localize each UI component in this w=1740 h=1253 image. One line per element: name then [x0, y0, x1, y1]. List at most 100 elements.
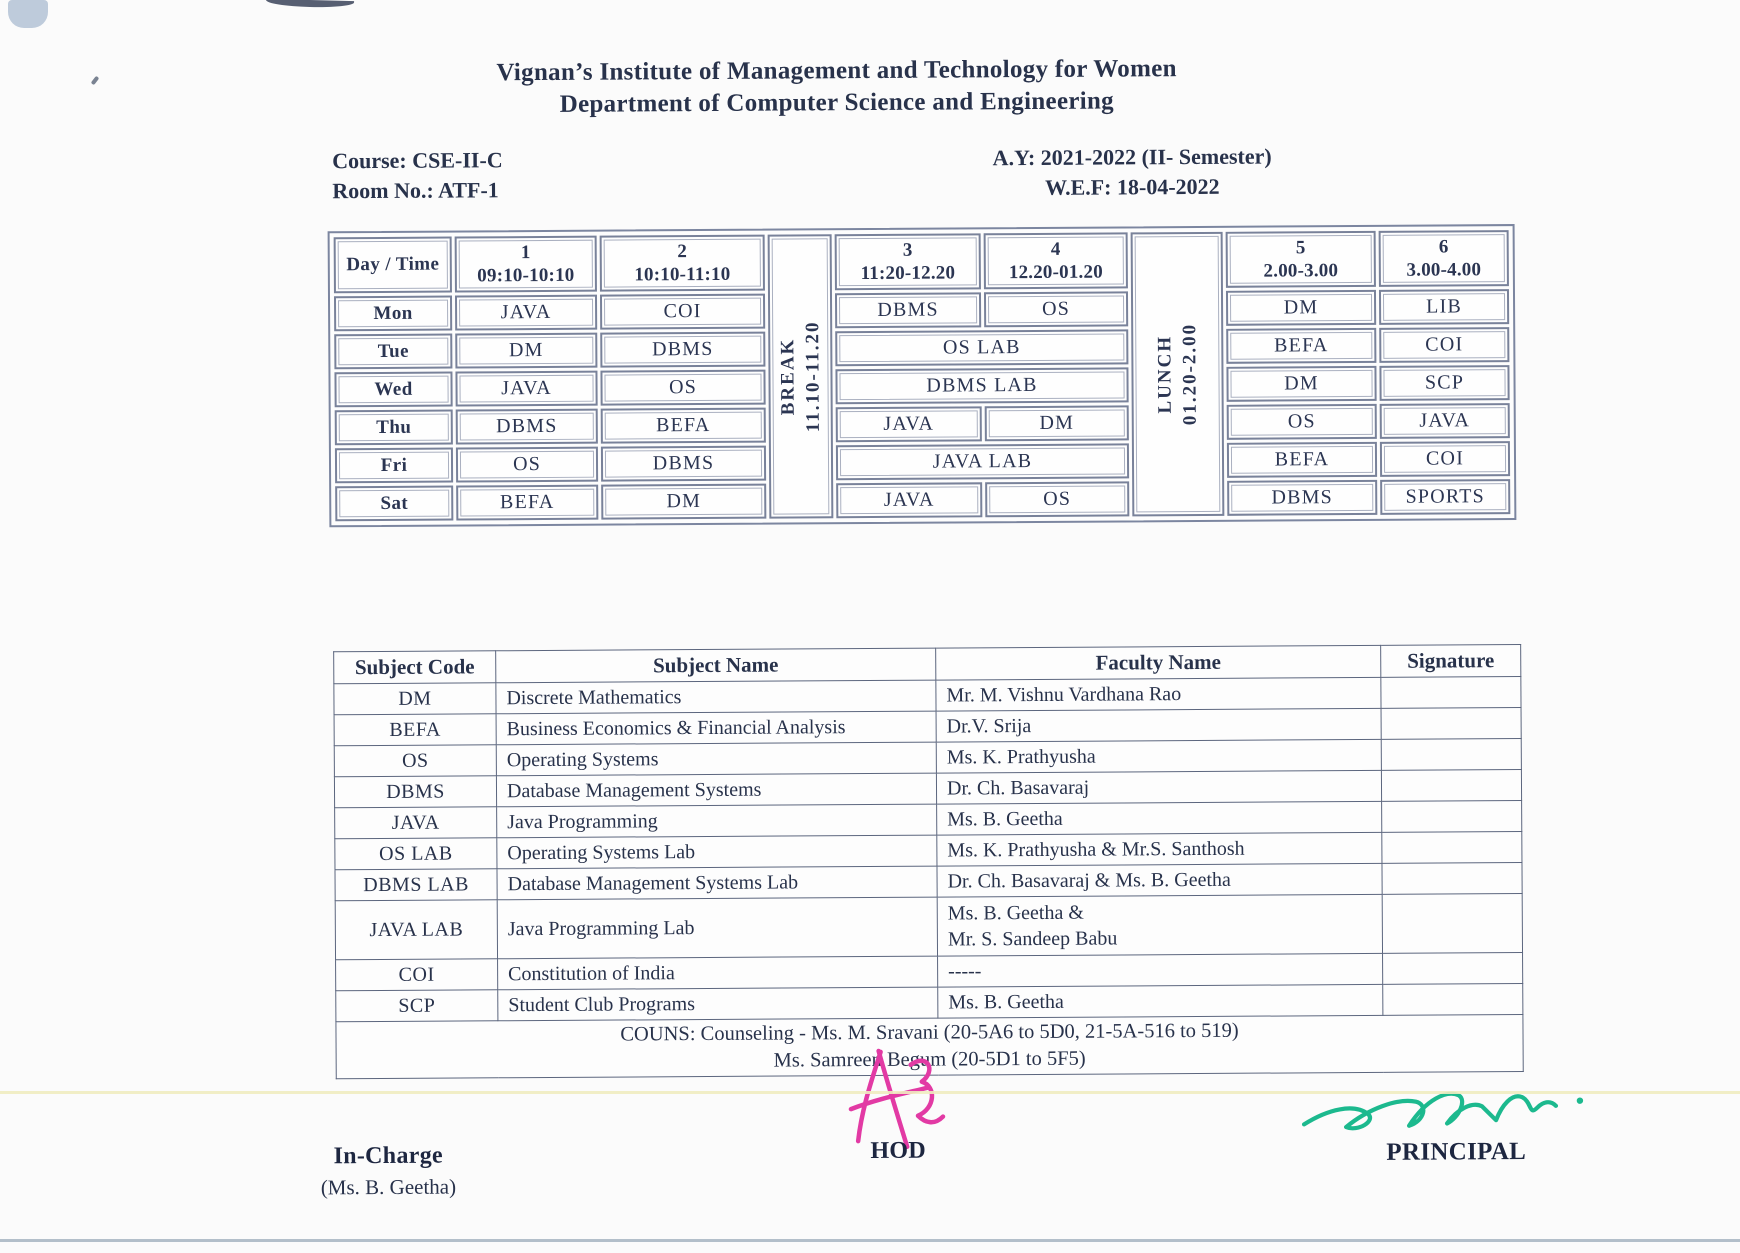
subject-name: Database Management Systems — [496, 773, 937, 807]
period-time: 12.20-01.20 — [1008, 261, 1103, 284]
faculty-name: Ms. B. Geetha — [936, 801, 1382, 836]
subject-code: BEFA — [334, 713, 497, 746]
timetable-cell: DBMS — [1227, 479, 1378, 516]
period-header-1: 1 09:10-10:10 — [454, 235, 597, 293]
signature-cell — [1381, 862, 1523, 895]
timetable-cell: OS — [985, 481, 1130, 518]
principal-label: PRINCIPAL — [1386, 1138, 1527, 1166]
period-header-3: 3 11:20-12.20 — [834, 233, 981, 291]
faculty-name: Ms. K. Prathyusha & Mr.S. Santhosh — [936, 832, 1382, 867]
subject-name: Operating Systems — [496, 742, 937, 776]
timetable-cell: JAVA — [1379, 403, 1510, 439]
principal-signature — [1301, 1091, 1584, 1131]
period-num: 2 — [677, 241, 688, 263]
signature-cell — [1381, 831, 1522, 864]
ay-label: A.Y: 2021-2022 (II- Semester) — [992, 143, 1272, 171]
col-header-subject-name: Subject Name — [495, 648, 936, 683]
subject-code: DBMS LAB — [334, 868, 498, 901]
signature-cell — [1382, 952, 1523, 985]
day-label: Sat — [335, 485, 454, 522]
timetable-cell: BEFA — [1226, 441, 1378, 478]
subject-name: Business Economics & Financial Analysis — [496, 711, 937, 745]
wef-label: W.E.F: 18-04-2022 — [1044, 173, 1220, 200]
timetable-cell: SCP — [1379, 365, 1510, 401]
period-time: 09:10-10:10 — [477, 264, 575, 287]
break-label: BREAK — [777, 337, 799, 416]
day-label: Tue — [334, 333, 453, 370]
timetable-cell: JAVA — [455, 370, 598, 407]
timetable-cell: COI — [599, 293, 766, 330]
period-time: 10:10-11:10 — [634, 263, 731, 286]
day-label: Wed — [334, 371, 453, 408]
timetable-cell: JAVA — [835, 406, 982, 443]
hod-label: HOD — [870, 1137, 927, 1165]
timetable-cell: OS — [1226, 403, 1377, 440]
subject-name: Operating Systems Lab — [496, 835, 937, 869]
counseling-line2: Ms. Samreen Begum (20-5D1 to 5F5) — [773, 1047, 1086, 1072]
subject-name: Java Programming — [496, 804, 937, 838]
day-time-header: Day / Time — [333, 236, 452, 294]
break-text: BREAK 11.10-11.20 — [775, 320, 826, 432]
timetable-cell: COI — [1379, 441, 1511, 477]
timetable-cell: BEFA — [456, 484, 599, 521]
subject-code: OS — [334, 744, 497, 777]
institute-title: Vignan’s Institute of Management and Tec… — [496, 55, 1177, 87]
period-header-6: 6 3.00-4.00 — [1378, 230, 1509, 287]
faculty-name-line2: Mr. S. Sandeep Babu — [947, 927, 1118, 951]
subject-code: JAVA — [334, 806, 497, 839]
subject-code: SCP — [335, 989, 498, 1022]
period-num: 5 — [1295, 237, 1306, 259]
signature-cell — [1382, 983, 1523, 1016]
col-header-subject-code: Subject Code — [333, 650, 496, 684]
timetable-cell: DM — [984, 405, 1129, 442]
break-column: BREAK 11.10-11.20 — [767, 234, 834, 519]
lunch-column: LUNCH 01.20-2.00 — [1130, 231, 1225, 517]
timetable-cell: DM — [1226, 365, 1377, 402]
timetable-grid: Day / Time 1 09:10-10:10 2 10:10-11:10 3… — [333, 230, 1511, 522]
period-num: 1 — [520, 242, 531, 264]
period-header-2: 2 10:10-11:10 — [599, 234, 765, 292]
signature-cell — [1381, 800, 1522, 833]
timetable-cell: SPORTS — [1380, 479, 1511, 515]
subject-code: COI — [335, 958, 498, 991]
timetable-cell: DBMS — [455, 408, 598, 445]
timetable-cell: DBMS — [600, 445, 767, 482]
day-label: Mon — [333, 295, 453, 332]
faculty-name: Dr.V. Srija — [936, 708, 1382, 743]
timetable-cell: DBMS — [600, 331, 766, 368]
counseling-info: COUNS: Counseling - Ms. M. Sravani (20-5… — [335, 1014, 1524, 1079]
academic-year-info: A.Y: 2021-2022 (II- Semester) W.E.F: 18-… — [977, 141, 1287, 203]
timetable-cell-lab: OS LAB — [835, 329, 1129, 367]
period-time: 3.00-4.00 — [1406, 259, 1482, 281]
subject-code: OS LAB — [334, 837, 497, 870]
period-num: 4 — [1050, 238, 1061, 260]
timetable-cell: JAVA — [454, 294, 598, 331]
period-num: 3 — [902, 239, 913, 261]
subject-name: Java Programming Lab — [497, 897, 938, 959]
faculty-name-line1: Ms. B. Geetha & — [947, 901, 1084, 925]
subject-code: DBMS — [334, 775, 497, 808]
timetable-cell: DM — [1225, 289, 1377, 326]
counseling-footer-row: COUNS: Counseling - Ms. M. Sravani (20-5… — [335, 1014, 1524, 1079]
period-num: 6 — [1438, 236, 1449, 258]
in-charge-name: (Ms. B. Geetha) — [320, 1174, 457, 1200]
day-label: Fri — [334, 447, 454, 484]
signature-cell — [1382, 893, 1523, 954]
timetable-cell: DM — [455, 332, 598, 369]
room-label: Room No.: ATF-1 — [332, 177, 499, 204]
timetable-cell: OS — [455, 446, 599, 483]
timetable-cell-lab: DBMS LAB — [835, 367, 1129, 405]
lunch-text: LUNCH 01.20-2.00 — [1152, 323, 1203, 426]
period-header-5: 5 2.00-3.00 — [1225, 230, 1376, 288]
faculty-name: Ms. B. Geetha & Mr. S. Sandeep Babu — [937, 894, 1383, 957]
subject-code: DM — [333, 682, 497, 715]
timetable-cell: LIB — [1378, 289, 1510, 325]
col-header-signature: Signature — [1380, 644, 1521, 678]
timetable-cell: DBMS — [834, 292, 982, 329]
lunch-label: LUNCH — [1154, 334, 1176, 414]
subject-name: Student Club Programs — [497, 987, 938, 1021]
department-title: Department of Computer Science and Engin… — [559, 87, 1115, 118]
signature-cell — [1381, 707, 1522, 740]
lunch-time: 01.20-2.00 — [1179, 322, 1201, 426]
